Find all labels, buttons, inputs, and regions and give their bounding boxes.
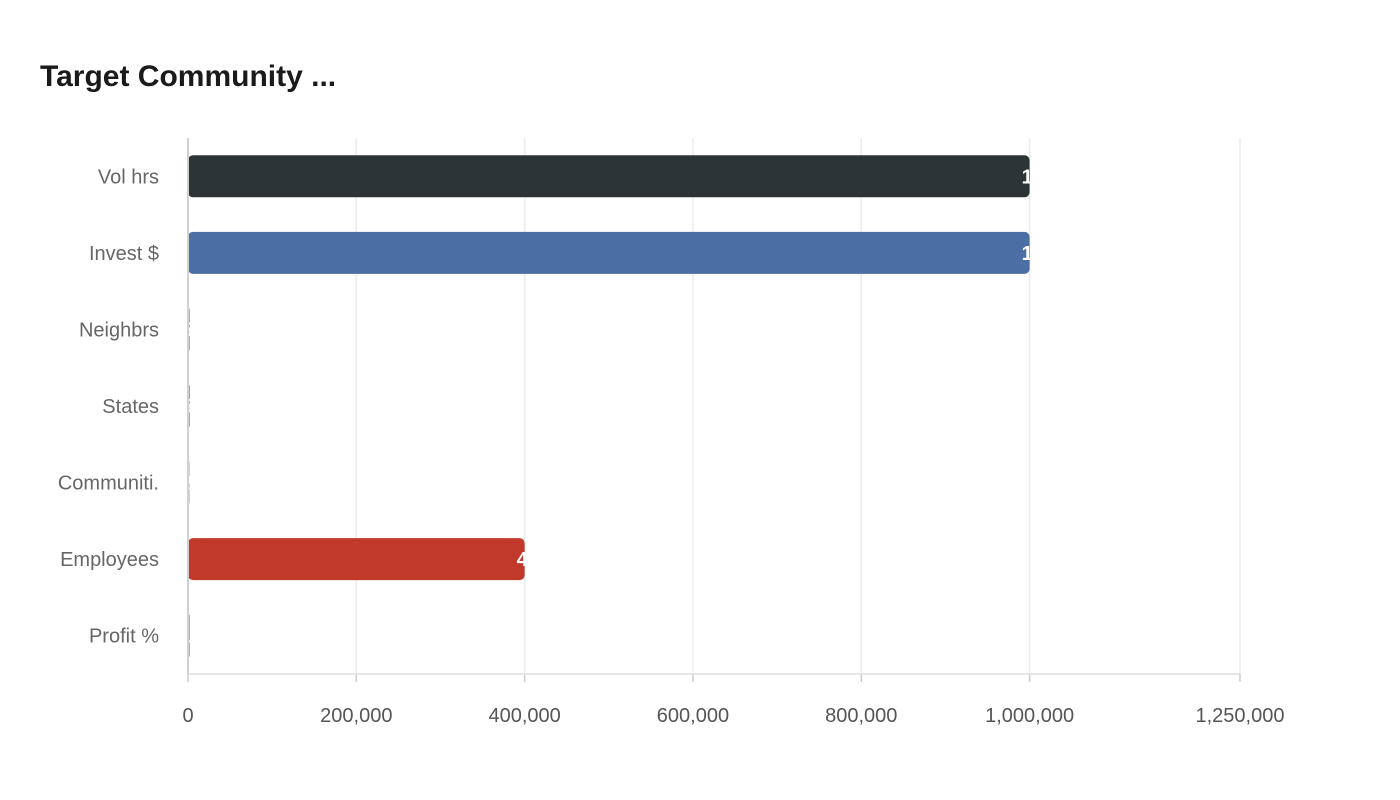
category-label: States	[102, 396, 159, 418]
x-tick-label: 0	[182, 705, 193, 727]
data-label: 2,000	[182, 473, 232, 495]
x-tick-label: 600,000	[657, 705, 729, 727]
bar	[188, 231, 1030, 274]
chart-title: Target Community ...	[40, 60, 337, 93]
bar	[188, 155, 1030, 198]
data-label: 1,000,000	[1022, 243, 1111, 265]
category-label: Invest $	[89, 243, 159, 265]
x-tick-label: 200,000	[320, 705, 392, 727]
category-label: Profit %	[89, 626, 159, 648]
x-tick-label: 1,250,000	[1196, 705, 1285, 727]
category-label: Vol hrs	[98, 166, 159, 188]
data-label: 1,000,000	[1022, 166, 1111, 188]
category-label: Communiti.	[58, 473, 159, 495]
x-tick-label: 800,000	[825, 705, 897, 727]
x-tick-label: 1,000,000	[985, 705, 1074, 727]
category-label: Employees	[60, 549, 159, 571]
x-tick-label: 400,000	[488, 705, 560, 727]
data-label: 10	[182, 626, 204, 648]
category-label: Neighbrs	[79, 319, 159, 341]
bar	[188, 538, 525, 581]
data-label: 500	[182, 319, 215, 341]
data-label: 50	[182, 396, 204, 418]
data-label: 400,000	[517, 549, 589, 571]
